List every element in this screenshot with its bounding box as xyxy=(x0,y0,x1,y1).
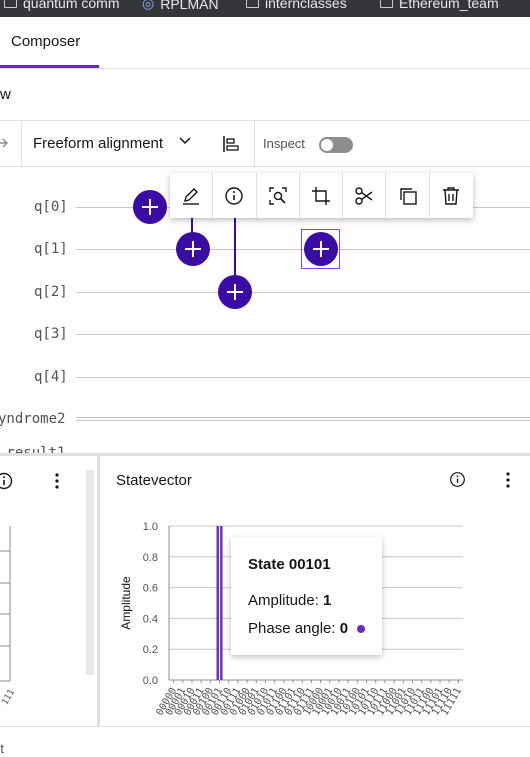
left-panel-scrollbar[interactable] xyxy=(86,470,94,675)
view-menu-row: w xyxy=(0,69,530,121)
y-tick-label: 0.8 xyxy=(143,552,158,564)
left-chart-fragment: 111 xyxy=(0,526,17,707)
cut-button[interactable] xyxy=(343,173,387,218)
delete-button[interactable] xyxy=(430,173,473,218)
inspect-button[interactable] xyxy=(257,173,300,218)
toolbar-divider xyxy=(21,121,22,166)
overflow-menu-icon[interactable] xyxy=(54,472,60,490)
footer-label: rt xyxy=(0,741,4,756)
align-left-icon[interactable] xyxy=(222,135,240,153)
info-icon[interactable] xyxy=(449,471,466,488)
inspect-label: Inspect xyxy=(263,136,305,151)
qubit-wire xyxy=(76,334,530,335)
qubit-label-q4: q[4] xyxy=(34,369,68,385)
info-icon[interactable] xyxy=(0,472,14,490)
tooltip-amplitude: Amplitude: 1 xyxy=(248,592,332,609)
bookmark-internclasses[interactable]: internclasses xyxy=(246,0,347,11)
gate-context-menu xyxy=(170,173,473,218)
left-visualization-panel: 111 xyxy=(0,456,97,726)
qubit-label-q2: q[2] xyxy=(34,284,68,300)
copy-icon xyxy=(399,187,417,205)
inspect-icon xyxy=(269,186,287,205)
crop-icon xyxy=(311,186,330,205)
bookmark-ethereum-team[interactable]: Ethereum_team xyxy=(380,0,499,11)
qubit-label-q0: q[0] xyxy=(34,199,68,215)
selected-gate-outline xyxy=(301,229,340,269)
phase-color-dot xyxy=(357,625,365,633)
cnot-target-gate[interactable] xyxy=(176,232,210,266)
cnot-target-gate[interactable] xyxy=(133,190,167,224)
redo-icon[interactable] xyxy=(0,135,10,151)
trash-icon xyxy=(443,186,460,205)
classical-wire xyxy=(76,417,530,421)
info-icon xyxy=(225,186,244,205)
tab-composer[interactable]: Composer xyxy=(0,17,99,68)
qubit-wire xyxy=(76,292,530,293)
folder-icon xyxy=(4,0,17,8)
statevector-title: Statevector xyxy=(116,472,192,489)
qubit-label-q3: q[3] xyxy=(34,326,68,342)
y-tick-label: 0.2 xyxy=(143,644,158,656)
y-tick-label: 0.6 xyxy=(143,583,158,595)
circuit-canvas[interactable]: q[0] q[1] q[2] q[3] q[4] yndrome2 _resul… xyxy=(0,167,530,453)
bookmarks-bar: quantum comm ◎ RPLMAN internclasses Ethe… xyxy=(0,0,530,17)
cut-icon xyxy=(355,186,373,205)
tooltip-state: State 00101 xyxy=(248,556,331,573)
y-axis-label: Amplitude xyxy=(119,576,133,630)
edit-icon xyxy=(183,187,200,205)
state-tooltip: State 00101 Amplitude: 1 Phase angle: 0 xyxy=(231,537,382,655)
y-tick-label: 1.0 xyxy=(143,521,158,533)
cnot-target-gate-selected[interactable] xyxy=(304,232,338,266)
overflow-menu-icon[interactable] xyxy=(505,471,511,489)
cnot-connector xyxy=(191,207,193,250)
folder-icon xyxy=(380,0,393,8)
status-footer: rt xyxy=(0,726,530,757)
y-tick-label: 0.0 xyxy=(143,675,158,687)
chevron-down-icon xyxy=(179,137,191,145)
classical-label-syndrome2: yndrome2 xyxy=(0,411,66,427)
cnot-target-gate[interactable] xyxy=(218,275,252,309)
y-tick-label: 0.4 xyxy=(143,613,158,625)
statevector-chart: 1.00.80.60.40.20.0Amplitude0000000001000… xyxy=(119,521,464,718)
crop-button[interactable] xyxy=(300,173,344,218)
tab-bar: Composer xyxy=(0,17,530,69)
tooltip-phase: Phase angle: 0 xyxy=(248,620,349,637)
qubit-wire xyxy=(76,249,530,250)
vertical-resize-handle[interactable] xyxy=(97,456,100,726)
globe-icon: ◎ xyxy=(142,0,155,11)
panel-resize-handle[interactable] xyxy=(0,453,530,456)
info-button[interactable] xyxy=(213,173,257,218)
cnot-connector xyxy=(234,207,236,293)
qubit-label-q1: q[1] xyxy=(34,241,68,257)
toggle-knob xyxy=(321,139,333,151)
bookmark-rplman[interactable]: ◎ RPLMAN xyxy=(142,0,219,12)
alignment-dropdown[interactable]: Freeform alignment xyxy=(22,121,203,166)
composer-toolbar: Freeform alignment Inspect xyxy=(0,121,530,167)
svg-text:111: 111 xyxy=(0,688,17,707)
inspect-toggle[interactable] xyxy=(319,137,353,153)
copy-button[interactable] xyxy=(386,173,430,218)
edit-button[interactable] xyxy=(170,173,214,218)
classical-label-result1: _result1 xyxy=(0,445,66,453)
folder-icon xyxy=(246,0,259,8)
qubit-wire xyxy=(76,377,530,378)
bookmark-quantum-comm[interactable]: quantum comm xyxy=(4,0,119,11)
alignment-dropdown-label: Freeform alignment xyxy=(33,135,164,152)
toolbar-divider xyxy=(254,121,255,166)
view-menu-label[interactable]: w xyxy=(0,86,11,103)
